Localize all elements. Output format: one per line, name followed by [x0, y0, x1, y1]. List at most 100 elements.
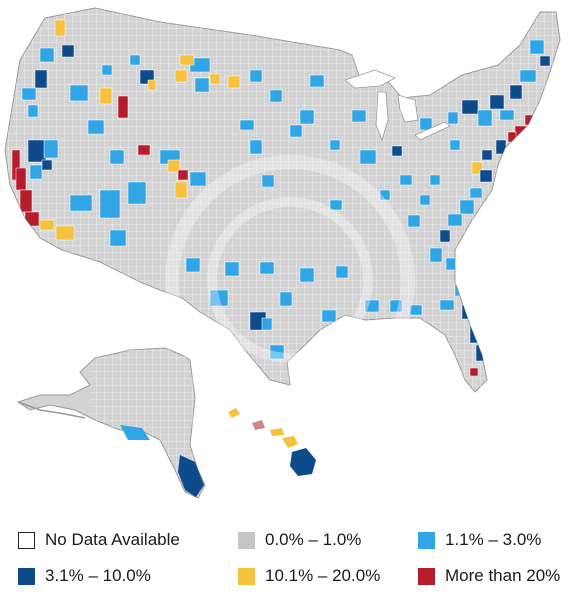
- county-highlight: [69, 84, 89, 102]
- legend-item-0-1: 0.0% – 1.0%: [238, 530, 361, 550]
- county-highlight: [454, 281, 468, 297]
- county-highlight: [27, 104, 39, 118]
- county-highlight: [529, 39, 545, 55]
- county-highlight: [99, 189, 121, 219]
- watermark-logo: [165, 155, 415, 405]
- county-highlight: [117, 95, 129, 119]
- county-highlight: [99, 87, 113, 105]
- county-highlight: [109, 229, 127, 247]
- county-highlight: [539, 55, 551, 67]
- county-highlight: [179, 54, 195, 66]
- county-highlight: [61, 44, 75, 58]
- alaska-aleutian-chain: [17, 401, 86, 419]
- county-highlight: [469, 324, 483, 344]
- county-highlight: [249, 139, 263, 155]
- county-highlight: [174, 181, 188, 199]
- county-highlight: [389, 299, 403, 313]
- county-highlight: [439, 229, 451, 243]
- county-highlight: [329, 199, 343, 211]
- hawaii-maui: [282, 436, 298, 448]
- county-highlight: [167, 159, 181, 173]
- county-highlight: [449, 139, 461, 151]
- county-highlight: [477, 109, 493, 127]
- county-highlight: [29, 164, 43, 180]
- county-highlight: [309, 74, 325, 88]
- county-highlight: [351, 109, 367, 123]
- us-county-map: [4, 7, 561, 499]
- county-highlight: [429, 247, 443, 263]
- county-highlight: [19, 189, 33, 213]
- legend-label-1-3: 1.1% – 3.0%: [445, 530, 542, 549]
- county-highlight: [419, 194, 431, 206]
- county-highlight: [479, 169, 493, 183]
- county-highlight: [447, 111, 459, 125]
- lake-michigan: [375, 91, 389, 142]
- county-highlight: [461, 99, 479, 115]
- hawaii-oahu: [252, 420, 265, 430]
- county-highlight: [269, 344, 285, 360]
- county-highlight: [299, 267, 315, 283]
- county-highlight: [39, 219, 55, 231]
- county-highlight: [174, 69, 188, 83]
- hawaii-kauai: [228, 408, 240, 418]
- hawaii: [228, 408, 316, 476]
- county-highlight: [509, 84, 523, 100]
- legend-swatch-no-data: [18, 531, 35, 549]
- county-highlight: [447, 213, 463, 227]
- county-highlight: [15, 167, 27, 191]
- legend-label-0-1: 0.0% – 1.0%: [265, 530, 362, 549]
- county-highlight: [229, 349, 245, 363]
- legend-label-no-data: No Data Available: [45, 530, 180, 549]
- hawaii-big-island: [290, 448, 316, 476]
- county-highlight: [335, 265, 349, 279]
- county-highlight: [475, 344, 487, 362]
- county-highlight: [524, 114, 536, 126]
- legend-item-3-10: 3.1% – 10.0%: [18, 566, 151, 586]
- county-highlight: [379, 189, 391, 201]
- legend-label-over-20: More than 20%: [445, 566, 561, 585]
- county-highlight: [129, 54, 141, 66]
- county-highlight: [409, 304, 423, 316]
- county-highlight: [54, 19, 66, 37]
- county-highlight: [289, 124, 303, 138]
- county-highlight: [239, 119, 255, 131]
- county-highlight: [137, 144, 151, 156]
- legend-swatch-1-3: [418, 531, 435, 549]
- legend-label-3-10: 3.1% – 10.0%: [45, 566, 151, 585]
- county-highlight: [269, 89, 283, 103]
- legend-item-no-data: No Data Available: [18, 530, 180, 550]
- alaska-kenai-highlight: [120, 425, 150, 440]
- county-highlight: [469, 187, 483, 199]
- county-highlight: [469, 367, 479, 377]
- county-highlight: [279, 291, 293, 307]
- legend-label-10-20: 10.1% – 20.0%: [265, 566, 381, 585]
- county-highlight: [499, 109, 515, 121]
- county-highlight: [194, 77, 210, 93]
- county-highlight: [429, 174, 441, 186]
- lake-erie: [414, 121, 451, 141]
- county-highlight: [261, 317, 273, 331]
- county-highlight: [261, 174, 275, 188]
- county-highlight: [439, 299, 455, 311]
- county-highlight: [459, 199, 475, 215]
- county-highlight: [329, 139, 341, 151]
- county-highlight: [471, 161, 483, 175]
- county-highlight: [39, 47, 55, 63]
- county-highlight: [41, 159, 53, 171]
- legend-swatch-10-20: [238, 567, 255, 585]
- lake-superior: [344, 69, 396, 89]
- county-highlight: [299, 109, 315, 125]
- county-highlight: [87, 119, 105, 135]
- county-highlight: [445, 257, 459, 271]
- county-highlight: [209, 289, 229, 307]
- county-highlight: [101, 64, 113, 76]
- county-highlight: [507, 131, 517, 143]
- county-highlight: [249, 69, 263, 83]
- county-highlight: [177, 169, 189, 181]
- county-highlight: [321, 309, 337, 323]
- county-highlight: [227, 75, 241, 89]
- legend: No Data Available 0.0% – 1.0% 1.1% – 3.0…: [0, 520, 583, 604]
- county-highlight: [209, 73, 221, 85]
- county-highlight: [43, 139, 59, 159]
- county-highlight: [127, 181, 147, 205]
